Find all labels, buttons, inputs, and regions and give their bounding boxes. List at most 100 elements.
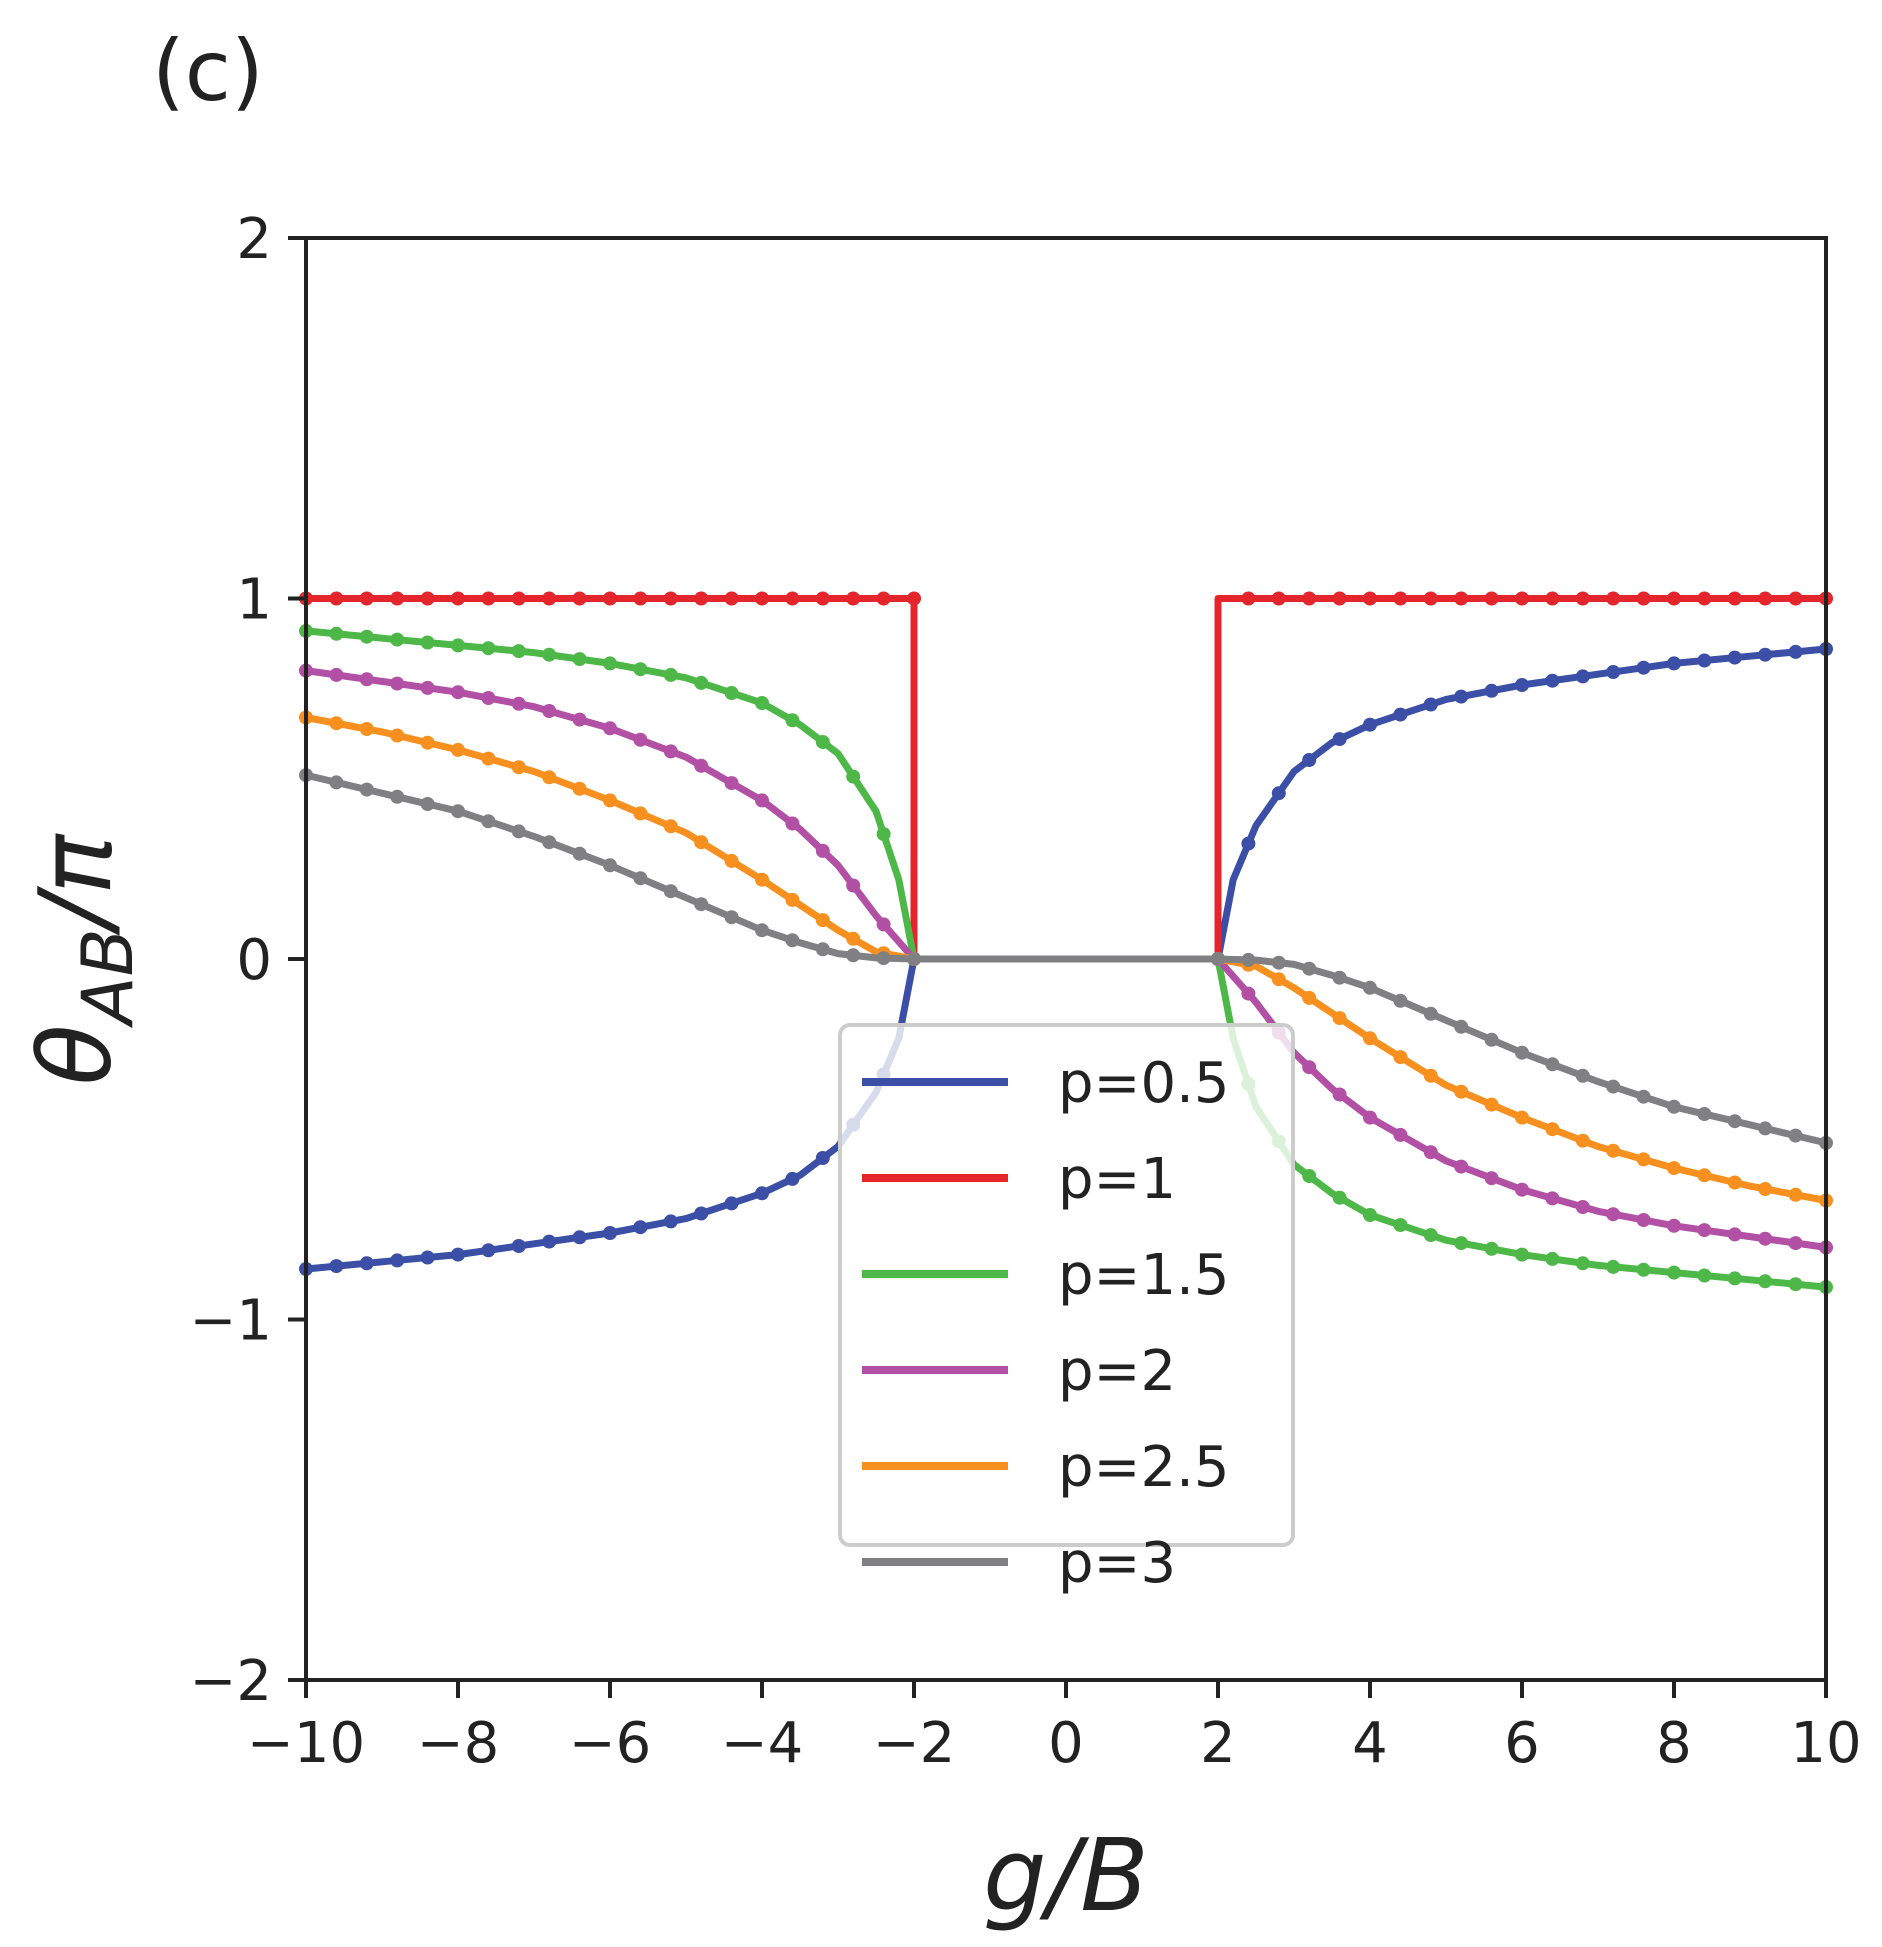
data-point: [359, 1256, 374, 1271]
x-tick-label: 2: [1200, 1711, 1236, 1776]
data-point: [1727, 591, 1742, 606]
data-point: [1545, 1122, 1560, 1137]
data-point: [1241, 986, 1256, 1001]
data-point: [663, 591, 678, 606]
data-point: [390, 1253, 405, 1268]
x-tick-label: −4: [721, 1711, 804, 1776]
data-point: [1363, 980, 1377, 995]
data-point: [511, 760, 526, 775]
data-point: [420, 591, 435, 606]
data-point: [755, 591, 769, 606]
data-point: [572, 1230, 587, 1245]
x-tick-label: 10: [1790, 1711, 1861, 1776]
data-point: [846, 878, 861, 893]
data-point: [785, 816, 800, 831]
data-point: [603, 793, 617, 808]
series-p=3: [299, 768, 1833, 1150]
data-point: [1636, 1152, 1651, 1167]
data-point: [1363, 591, 1377, 606]
data-point: [1758, 591, 1773, 606]
data-point: [694, 675, 709, 690]
data-point: [1302, 1060, 1317, 1075]
data-point: [542, 770, 557, 785]
data-point: [1211, 952, 1225, 966]
data-point: [451, 638, 465, 653]
data-point: [1423, 697, 1438, 712]
data-point: [481, 751, 496, 766]
data-point: [1636, 1089, 1651, 1104]
data-point: [846, 591, 861, 606]
data-point: [1271, 972, 1286, 987]
legend-label: p=2: [1058, 1339, 1176, 1404]
data-point: [420, 635, 435, 650]
data-point: [1758, 1182, 1773, 1196]
data-point: [451, 1247, 465, 1262]
data-point: [694, 1206, 709, 1221]
data-point: [724, 1196, 739, 1211]
data-point: [1393, 1218, 1408, 1232]
data-point: [815, 591, 830, 606]
data-point: [694, 897, 709, 912]
y-tick-label: 0: [236, 928, 272, 993]
data-point: [420, 1250, 435, 1265]
y-axis-title-sub: AB: [67, 928, 149, 1028]
legend-label: p=1: [1058, 1147, 1176, 1212]
y-tick-label: −1: [189, 1289, 272, 1354]
data-point: [451, 685, 465, 700]
data-point: [876, 951, 891, 966]
data-point: [511, 696, 526, 711]
data-point: [907, 952, 921, 966]
data-point: [755, 872, 769, 887]
data-point: [724, 776, 739, 791]
data-point: [420, 735, 435, 750]
data-point: [633, 1220, 648, 1235]
data-point: [1575, 669, 1590, 684]
data-point: [1454, 1159, 1469, 1174]
data-point: [542, 835, 557, 850]
data-point: [633, 591, 648, 606]
data-point: [694, 591, 709, 606]
data-point: [329, 775, 344, 790]
data-point: [815, 735, 830, 749]
data-point: [1697, 1168, 1712, 1183]
data-point: [359, 629, 374, 644]
x-axis-title: g/B: [983, 1817, 1149, 1934]
data-point: [1484, 683, 1499, 698]
data-point: [542, 591, 557, 606]
data-point: [724, 686, 739, 700]
data-point: [1697, 1223, 1712, 1238]
data-point: [1727, 1271, 1742, 1286]
data-point: [329, 1259, 344, 1274]
data-point: [1667, 1218, 1681, 1233]
data-point: [1363, 1031, 1377, 1046]
legend: p=0.5 p=1 p=1.5 p=2 p=2.5 p=3: [838, 1023, 1295, 1596]
data-point: [785, 591, 800, 606]
data-point: [1758, 647, 1773, 662]
data-point: [1788, 644, 1803, 659]
data-point: [1667, 591, 1681, 606]
data-point: [907, 591, 921, 606]
data-point: [663, 667, 678, 682]
panel-label: (c): [152, 22, 264, 120]
legend-label: p=3: [1058, 1531, 1176, 1596]
data-point: [572, 712, 587, 727]
data-point: [1545, 1057, 1560, 1072]
data-point: [785, 1171, 800, 1186]
data-point: [1636, 1262, 1651, 1277]
data-point: [511, 824, 526, 839]
data-point: [815, 913, 830, 928]
data-point: [1423, 591, 1438, 606]
data-point: [420, 680, 435, 695]
data-point: [815, 942, 830, 957]
data-point: [1575, 591, 1590, 606]
data-point: [1363, 717, 1377, 732]
data-point: [481, 591, 496, 606]
data-point: [542, 704, 557, 718]
data-point: [390, 591, 405, 606]
y-tick-label: 2: [236, 207, 272, 272]
y-axis-title: θAB/π: [17, 833, 149, 1086]
data-point: [329, 667, 344, 682]
data-point: [846, 931, 861, 946]
data-point: [1606, 1079, 1621, 1094]
